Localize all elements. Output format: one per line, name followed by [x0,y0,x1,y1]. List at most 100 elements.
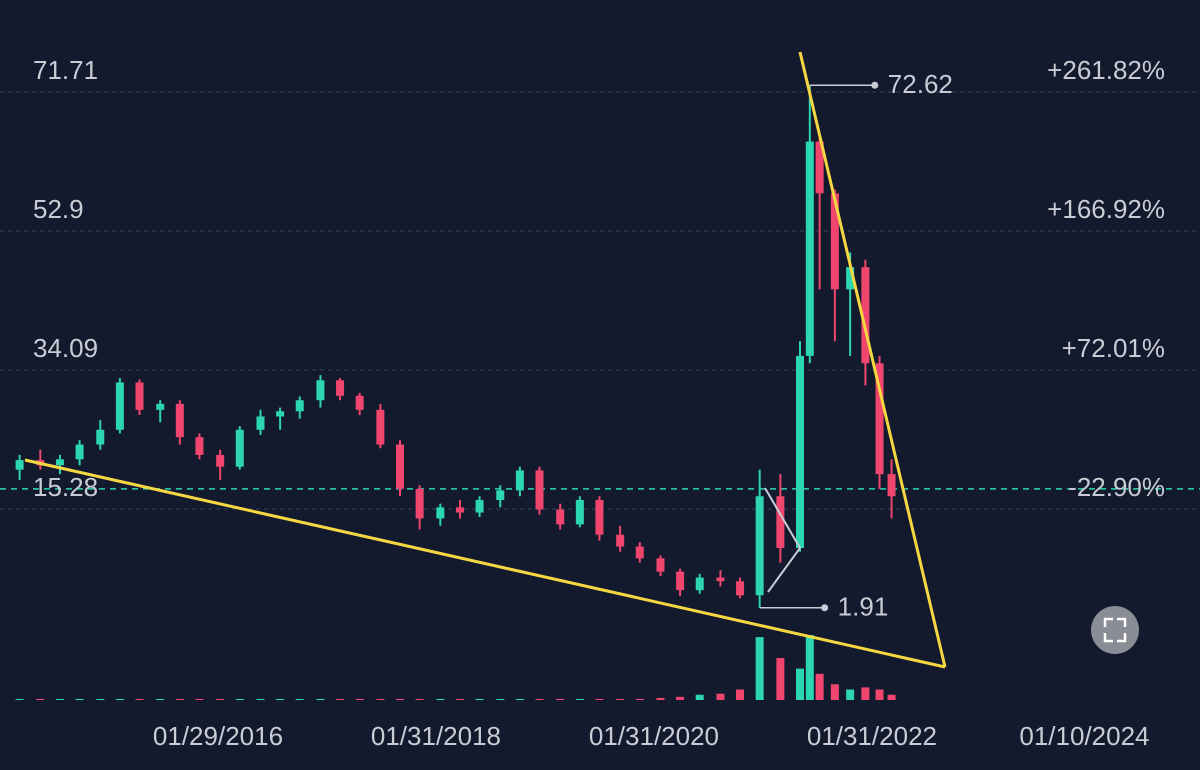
volume-bar [616,698,625,700]
candle-body [515,470,524,491]
y-tick-label: 34.09 [33,333,98,363]
candle-body [276,411,285,417]
volume-bar [96,698,105,700]
volume-bar [887,694,896,700]
volume-bar [875,689,884,700]
candle-body [156,403,165,410]
candle-body [556,509,565,525]
candle-body [436,507,445,519]
trend-line [798,51,947,668]
volume-bar [396,698,404,700]
candle-body [736,581,745,596]
candle-body [887,474,896,497]
candle-body [75,444,84,460]
y-tick-label: 15.28 [33,472,98,502]
y2-tick-label: +166.92% [1047,194,1165,224]
candle-body [96,429,105,445]
candle-body [235,429,244,467]
volume-bar [415,698,424,700]
volume-bar [515,698,524,700]
trend-line [24,458,946,669]
candle-body [846,267,855,290]
candle-body [115,382,124,430]
candle-body [595,499,604,535]
y2-tick-label: +72.01% [1062,333,1165,363]
candle-body [776,496,785,548]
volume-bar [496,698,505,700]
candle-body [676,571,685,591]
volume-bar [595,698,604,700]
labels: 71.71 52.9 34.09 15.28 +261.82% +166.92% +72.0… [33,55,1165,751]
candle-body [796,355,804,548]
volume-bar [156,698,165,700]
candle-body [55,459,64,466]
candle-body [396,444,404,489]
volume-bar [716,693,725,700]
candle-body [695,577,704,591]
volume-bar [195,698,204,700]
candle-body [616,534,625,547]
candle-body [175,403,184,438]
x-tick-label: 01/29/2016 [153,721,283,751]
candle-body [336,380,345,396]
candle-body [861,267,870,364]
volume-bar [36,698,45,700]
volume-bar [316,698,325,700]
volume-bar [695,694,704,700]
candle-body [15,460,24,470]
volume-bar [216,698,225,700]
volume-bar [755,637,764,700]
fullscreen-button-bg[interactable] [1091,606,1139,654]
volume-bar [556,698,565,700]
candle-body [496,490,505,500]
candle-body [830,193,839,290]
candle-body [316,380,325,401]
annotation-dot [871,81,879,89]
candle-body [135,382,144,410]
volume-bar [815,673,824,700]
y-tick-label: 71.71 [33,55,98,85]
volume-bar [475,698,484,700]
volume-bar [805,635,814,700]
candle-body [815,141,824,194]
volume-bar [115,698,124,700]
volume-bar [635,698,644,700]
volume-bar [736,689,745,700]
candle-body [716,577,725,582]
candle-body [755,496,764,596]
fullscreen-icon [1103,617,1127,643]
x-tick-label: 01/10/2024 [1019,721,1149,751]
volume-layer [15,635,896,700]
volume-bar [676,696,685,700]
volume-bar [535,698,544,700]
volume-bar [75,698,84,700]
volume-bar [175,698,184,700]
volume-bar [455,698,464,700]
candle-body [256,416,265,430]
candle-body [635,546,644,559]
volume-bar [355,698,364,700]
volume-bar [256,698,265,700]
volume-bar [575,698,584,700]
candle-body [805,141,814,356]
candle-body [535,470,544,510]
x-tick-label: 01/31/2018 [371,721,501,751]
x-tick-label: 01/31/2020 [589,721,719,751]
annotation-label: 1.91 [838,592,889,622]
candle-body [195,437,204,455]
candle-body [575,499,584,525]
candle-body [656,558,665,572]
fullscreen-button[interactable] [1091,606,1139,654]
pattern-drawing [764,487,802,593]
x-tick-label: 01/31/2022 [807,721,937,751]
y2-tick-label: +261.82% [1047,55,1165,85]
grid [0,91,1200,510]
volume-bar [135,698,144,700]
volume-bar [295,698,304,700]
volume-bar [276,698,285,700]
volume-bar [656,697,665,700]
volume-bar [776,658,785,700]
candle-body [875,363,884,475]
